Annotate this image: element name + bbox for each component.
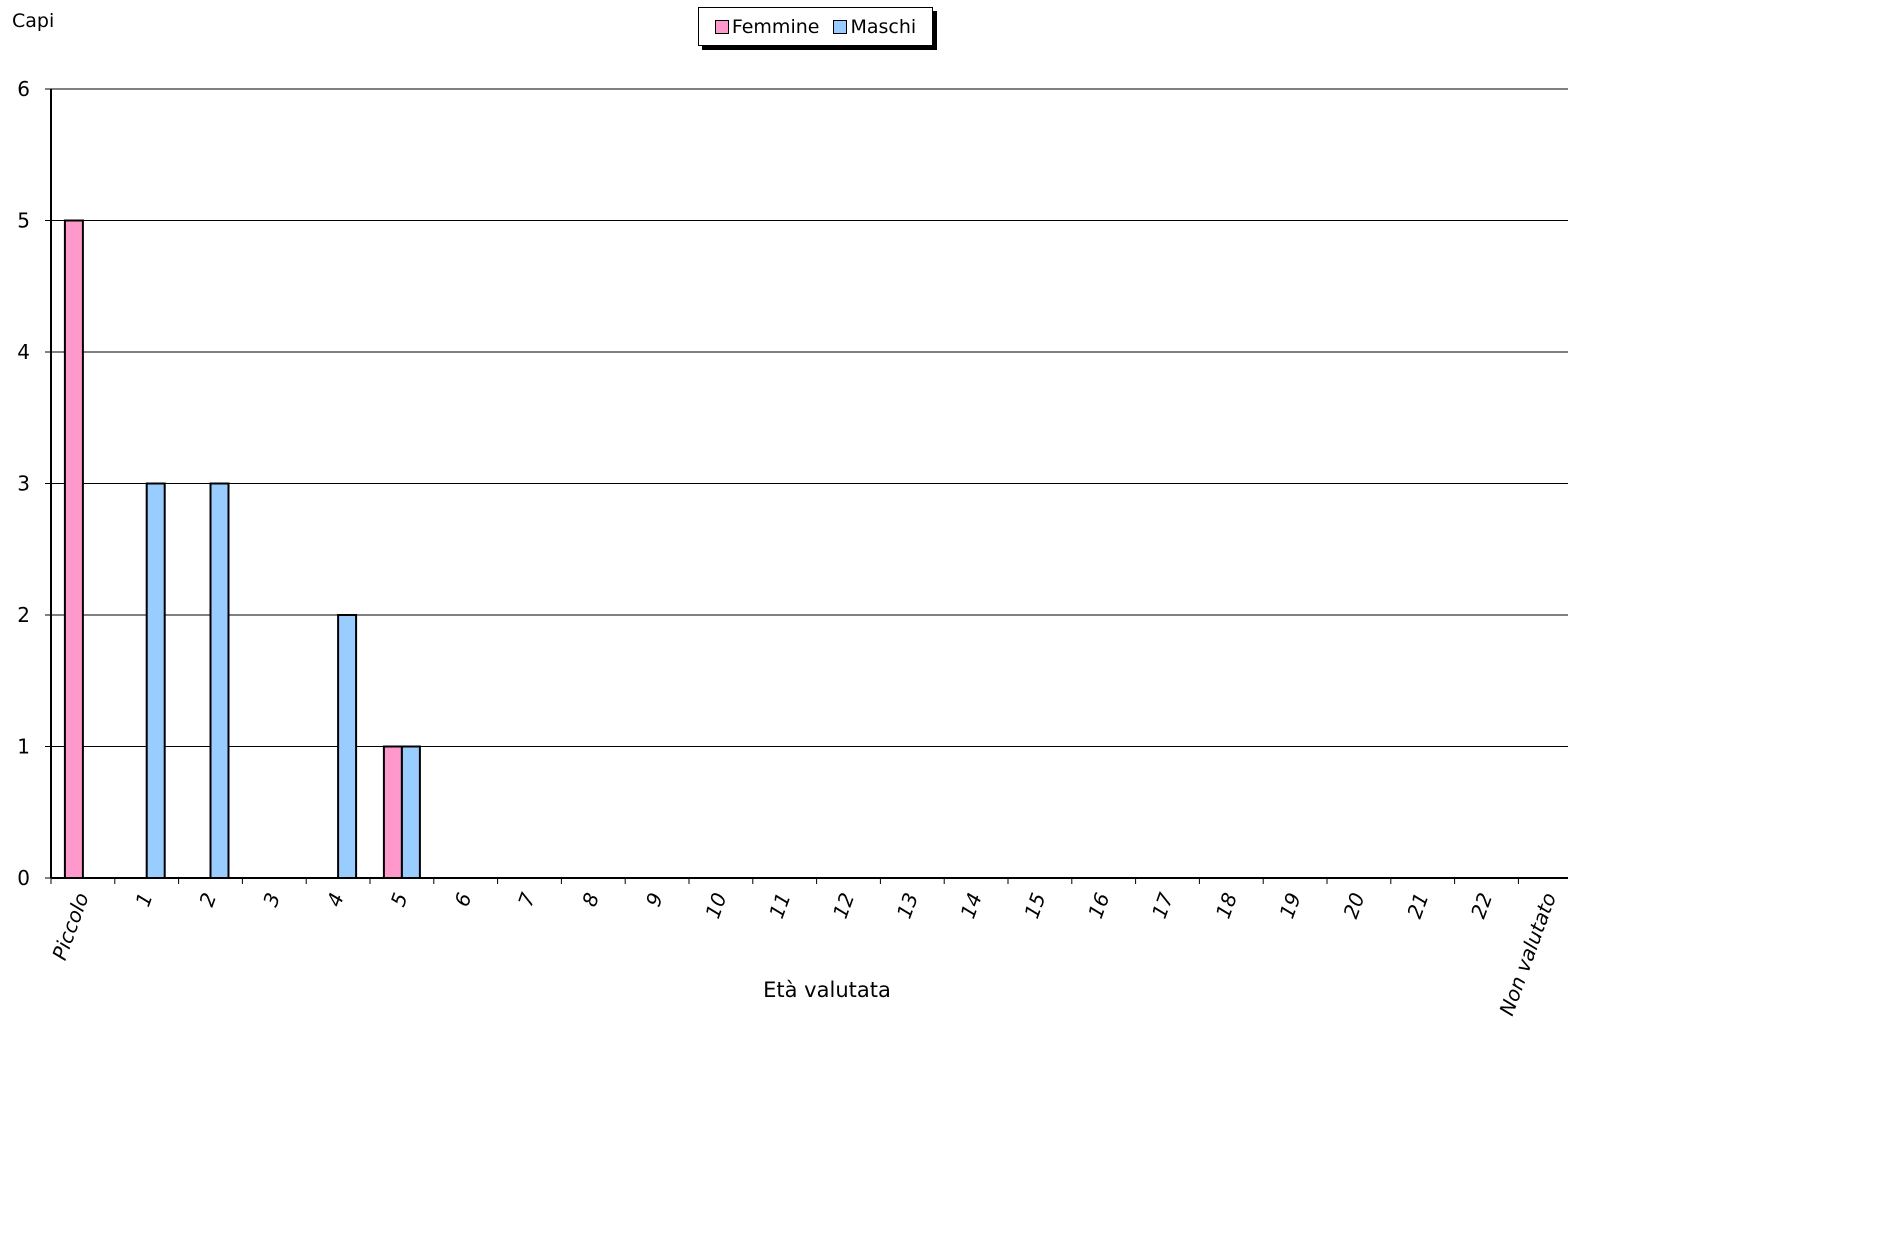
x-tick-label: 21 <box>1402 890 1433 922</box>
x-tick-label: 12 <box>828 890 859 922</box>
x-tick-label: 1 <box>130 890 157 910</box>
legend-swatch-femmine <box>714 19 729 34</box>
bar-femmine-5 <box>382 745 403 879</box>
axes <box>45 88 1568 884</box>
y-tick-label: 6 <box>17 77 30 101</box>
y-tick-label: 5 <box>17 209 30 233</box>
bar-maschi-2 <box>209 482 230 879</box>
x-tick-label: 11 <box>764 890 795 922</box>
x-tick-label: 17 <box>1147 889 1178 921</box>
x-tick-label: 14 <box>956 890 987 922</box>
x-tick-label: 6 <box>449 890 476 910</box>
x-tick-label: 13 <box>892 890 923 922</box>
x-tick-label: 22 <box>1466 890 1497 922</box>
x-tick-label: Piccolo <box>47 890 93 964</box>
x-tick-label: 9 <box>641 890 668 910</box>
x-tick-label: Non valutato <box>1494 890 1561 1019</box>
y-tick-label: 3 <box>17 472 30 496</box>
x-tick-label: 2 <box>194 890 221 910</box>
x-tick-label: 7 <box>513 889 540 909</box>
x-axis-label: Età valutata <box>763 978 891 1002</box>
y-tick-label: 2 <box>17 603 30 627</box>
legend-label-femmine: Femmine <box>731 15 820 38</box>
bar-femmine-piccolo <box>63 219 84 879</box>
bar-maschi-5 <box>400 745 421 879</box>
x-tick-label: 5 <box>386 890 413 910</box>
legend-label-maschi: Maschi <box>850 15 917 38</box>
legend-item-maschi: Maschi <box>833 16 916 38</box>
bar-maschi-4 <box>337 614 358 879</box>
legend: Femmine Maschi <box>698 7 933 46</box>
legend-item-femmine: Femmine <box>714 15 820 38</box>
x-tick-label: 16 <box>1083 890 1114 922</box>
x-tick-label: 3 <box>258 890 285 910</box>
y-tick-label: 0 <box>17 866 30 890</box>
x-tick-label: 18 <box>1211 890 1242 922</box>
legend-swatch-maschi <box>833 19 848 34</box>
x-tick-label: 20 <box>1338 890 1369 922</box>
bars <box>63 219 421 879</box>
y-tick-label: 4 <box>17 340 30 364</box>
y-tick-label: 1 <box>17 735 30 759</box>
bar-maschi-1 <box>145 482 166 879</box>
x-tick-label: 19 <box>1275 890 1306 922</box>
y-axis-label: Capi <box>12 10 54 32</box>
x-tick-label: 4 <box>322 890 349 910</box>
x-tick-label: 8 <box>577 890 604 910</box>
gridlines <box>51 88 1568 747</box>
x-tick-label: 15 <box>1019 890 1050 922</box>
x-tick-label: 10 <box>700 890 731 922</box>
